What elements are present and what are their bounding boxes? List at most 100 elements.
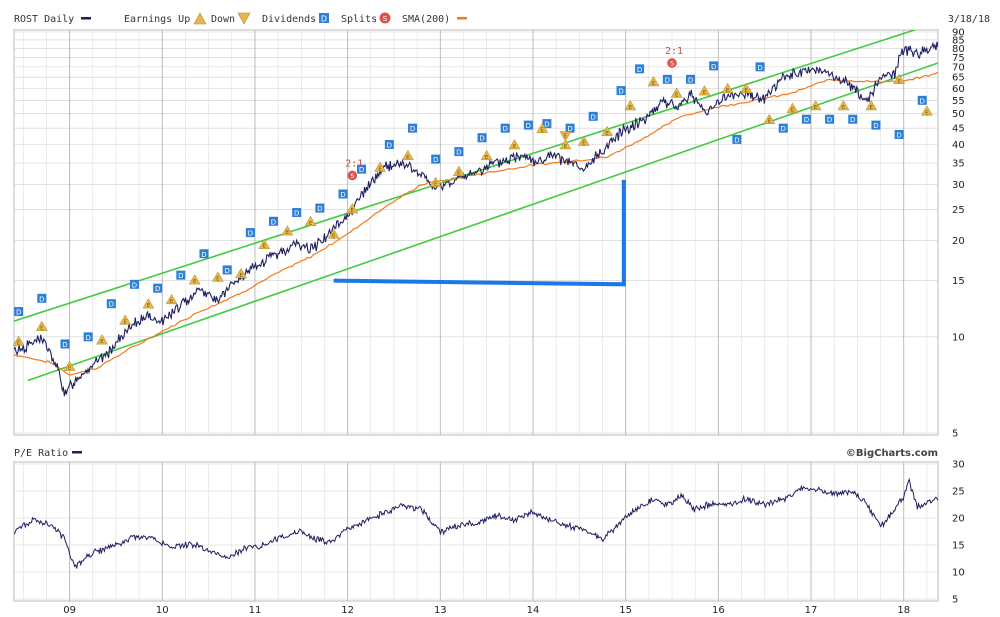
price-y-tick-label: 70 — [952, 62, 965, 73]
dividend-marker — [384, 140, 394, 150]
earnings-up-marker — [559, 139, 572, 150]
earnings-up-marker-letter: E — [703, 90, 707, 96]
price-y-tick-label: 20 — [952, 236, 965, 247]
dividend-marker-letter: D — [827, 116, 832, 124]
earnings-up-marker-letter: E — [216, 276, 220, 282]
earnings-up-marker — [304, 215, 317, 227]
earnings-up-marker — [281, 225, 294, 236]
trendline-lower — [27, 62, 938, 382]
earnings-up-marker — [920, 105, 933, 116]
earnings-up-marker — [327, 228, 340, 239]
brand-label: ©BigCharts.com — [846, 448, 938, 459]
legend: ROST Daily Earnings Up Down Dividends D … — [14, 12, 990, 25]
earnings-up-marker-letter: E — [100, 339, 104, 345]
dividend-marker — [542, 119, 552, 129]
dividend-marker-letter: D — [591, 113, 596, 121]
dividend-marker — [292, 208, 302, 218]
earnings-up-marker — [578, 135, 590, 146]
earnings-up-marker-letter: E — [768, 119, 772, 125]
dividend-marker-letter: D — [155, 285, 160, 293]
dividend-marker-letter: D — [271, 218, 276, 226]
dividend-marker — [616, 86, 626, 96]
split-ratio-label: 2:1 — [665, 46, 683, 57]
dividend-marker — [454, 147, 464, 157]
dividend-marker — [778, 123, 788, 133]
dividend-marker — [357, 164, 367, 174]
price-y-tick-label: 50 — [952, 109, 965, 120]
earnings-up-marker-letter: E — [513, 144, 517, 150]
pe-y-tick-label: 5 — [952, 595, 958, 606]
dividend-marker — [894, 129, 904, 139]
earnings-up-marker — [721, 82, 734, 94]
x-axis: 09 10 11 12 13 14 15 16 17 18 — [63, 605, 910, 616]
dividend-marker — [917, 95, 927, 105]
price-y-tick-label: 5 — [952, 429, 958, 440]
dividend-marker — [523, 120, 533, 130]
x-tick-label: 09 — [63, 605, 76, 616]
earnings-up-marker — [258, 238, 271, 249]
dividend-marker-letter: D — [896, 131, 901, 139]
pe-y-tick-label: 15 — [952, 541, 965, 552]
earnings-up-marker — [12, 335, 25, 346]
price-y-tick-label: 85 — [952, 35, 965, 46]
earnings-up-marker-letter: E — [17, 341, 21, 347]
split-marker-letter: S — [670, 59, 674, 67]
dividend-icon — [319, 13, 329, 23]
dividend-marker-letter: D — [85, 334, 90, 342]
earnings-up-marker-letter: E — [582, 141, 586, 147]
dividend-marker — [477, 133, 487, 143]
earnings-up-marker — [809, 99, 822, 111]
dividend-marker — [268, 216, 278, 226]
dividend-marker — [565, 123, 575, 133]
dividend-marker — [129, 279, 139, 289]
earnings-up-marker — [763, 113, 776, 124]
earnings-down-icon — [237, 12, 251, 25]
earnings-up-marker — [165, 293, 178, 305]
earnings-up-marker — [508, 139, 521, 150]
pe-plot — [14, 477, 938, 569]
earnings-up-marker-letter: E — [123, 319, 127, 325]
dividend-marker — [14, 307, 24, 317]
earnings-up-marker — [374, 161, 387, 172]
dividend-marker-letter: D — [132, 281, 137, 289]
dividend-marker-letter: D — [340, 191, 345, 199]
earnings-up-marker-letter: E — [744, 88, 748, 94]
symbol-label: ROST Daily — [14, 14, 74, 25]
dividend-marker-letter: D — [479, 135, 484, 143]
split-ratio-label: 2:1 — [345, 158, 363, 169]
dividend-marker-letter: D — [873, 122, 878, 130]
dividend-marker — [315, 203, 325, 213]
earnings-up-marker — [452, 165, 465, 176]
earnings-up-marker — [211, 271, 224, 282]
pe-y-tick-label: 30 — [952, 460, 965, 471]
dividend-marker-letter: D — [637, 66, 642, 74]
pe-y-axis: 5 10 15 20 25 30 — [952, 460, 965, 606]
earnings-up-label: Earnings Up — [124, 14, 190, 25]
earnings-down-label: Down — [211, 14, 235, 25]
earnings-up-marker-letter: E — [925, 110, 929, 116]
sma-legend-swatch — [457, 17, 467, 20]
earnings-up-marker-letter: E — [193, 279, 197, 285]
price-y-tick-label: 60 — [952, 84, 965, 95]
dividend-marker-letter: D — [387, 142, 392, 150]
earnings-up-marker — [142, 298, 155, 309]
dividend-marker-letter: D — [711, 63, 716, 71]
earnings-up-icon — [193, 12, 207, 25]
earnings-up-marker-letter: E — [68, 366, 72, 372]
event-markers: D D D D D D D D D D D D D D D D D D D D D D D D D D D D D D D D D D D D D D D D… — [12, 46, 933, 372]
x-tick-label: 18 — [897, 605, 910, 616]
dividend-icon-letter: D — [321, 15, 327, 24]
earnings-up-marker — [670, 87, 683, 98]
sma-line — [14, 71, 938, 376]
dividend-marker-letter: D — [359, 166, 364, 174]
pe-legend-swatch — [72, 451, 82, 454]
price-y-tick-label: 80 — [952, 44, 965, 55]
earnings-up-marker — [893, 73, 906, 85]
dividend-marker-letter: D — [920, 97, 925, 105]
earnings-up-marker — [536, 122, 549, 133]
dividend-marker — [37, 293, 47, 303]
dividend-marker — [500, 123, 510, 133]
earnings-up-marker-letter: E — [309, 221, 313, 227]
dividend-marker — [848, 114, 858, 124]
x-tick-label: 10 — [156, 605, 169, 616]
